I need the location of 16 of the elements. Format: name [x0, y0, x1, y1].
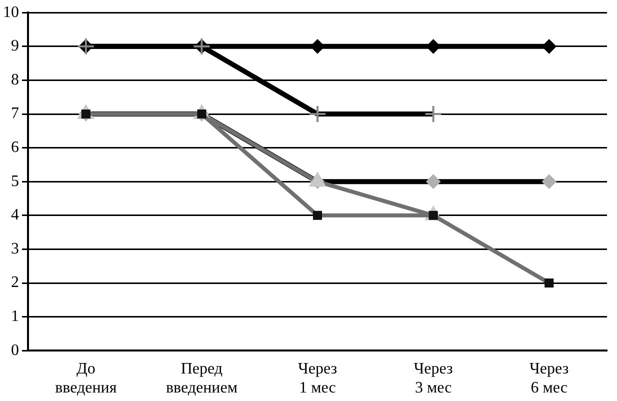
x-tick-label: Через 6 мес — [530, 360, 569, 397]
y-tick-label: 3 — [11, 240, 19, 258]
y-tick-label: 10 — [3, 4, 19, 21]
x-tick-label: До введения — [55, 360, 118, 397]
y-tick-label: 4 — [11, 206, 19, 224]
y-tick-label: 5 — [11, 172, 19, 190]
y-tick-label: 0 — [11, 342, 19, 359]
x-tick-label: Через 1 мес — [298, 360, 338, 397]
y-tick-label: 7 — [11, 105, 19, 122]
y-tick-label: 8 — [11, 71, 19, 88]
y-tick-label: 1 — [11, 308, 19, 326]
y-tick-label: 6 — [11, 139, 19, 156]
x-tick-label: Перед введением — [166, 360, 238, 397]
y-tick-label: 2 — [11, 274, 19, 292]
x-tick-label: Через 3 мес — [414, 360, 453, 397]
y-tick-label: 9 — [11, 38, 19, 55]
